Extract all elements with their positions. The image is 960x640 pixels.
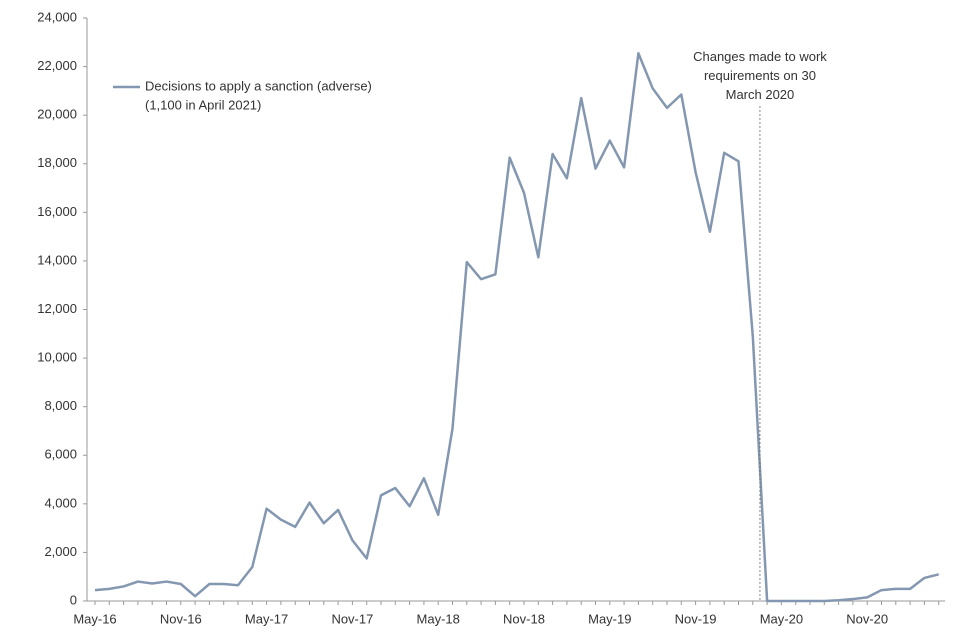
x-tick-label: Nov-20 bbox=[846, 611, 888, 626]
y-tick-label: 4,000 bbox=[44, 495, 77, 510]
x-tick-label: May-18 bbox=[417, 611, 460, 626]
x-tick-label: Nov-19 bbox=[675, 611, 717, 626]
y-tick-label: 14,000 bbox=[37, 252, 77, 267]
x-tick-label: May-20 bbox=[760, 611, 803, 626]
x-tick-label: Nov-17 bbox=[331, 611, 373, 626]
x-tick-label: Nov-18 bbox=[503, 611, 545, 626]
x-tick-label: May-17 bbox=[245, 611, 288, 626]
y-tick-label: 10,000 bbox=[37, 350, 77, 365]
data-line bbox=[94, 51, 940, 603]
x-tick-label: Nov-16 bbox=[160, 611, 202, 626]
x-tick-label: May-19 bbox=[588, 611, 631, 626]
y-tick-label: 16,000 bbox=[37, 204, 77, 219]
legend-note: (1,100 in April 2021) bbox=[145, 97, 261, 112]
y-tick-label: 12,000 bbox=[37, 301, 77, 316]
annotation: Changes made to work requirements on 30 Ma… bbox=[693, 49, 827, 102]
y-tick-label: 0 bbox=[70, 592, 77, 607]
y-tick-label: 6,000 bbox=[44, 447, 77, 462]
y-tick-label: 8,000 bbox=[44, 398, 77, 413]
y-tick-label: 20,000 bbox=[37, 107, 77, 122]
x-tick-label: May-16 bbox=[73, 611, 116, 626]
y-tick-label: 24,000 bbox=[37, 9, 77, 24]
y-tick-label: 2,000 bbox=[44, 544, 77, 559]
legend-label: Decisions to apply a sanction (adverse) bbox=[145, 78, 372, 93]
y-tick-label: 22,000 bbox=[37, 58, 77, 73]
y-tick-label: 18,000 bbox=[37, 155, 77, 170]
